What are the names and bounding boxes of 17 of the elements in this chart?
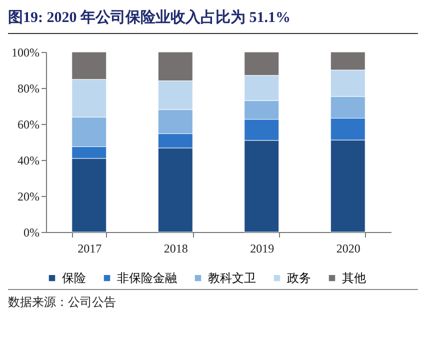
legend-label: 其他	[342, 271, 366, 286]
y-tick-label: 80%	[18, 82, 40, 96]
y-tick-label: 20%	[18, 190, 40, 204]
x-tick-label: 2020	[336, 242, 360, 256]
y-tick-label: 100%	[12, 46, 40, 60]
x-tick-label: 2019	[250, 242, 274, 256]
legend-label: 教科文卫	[208, 271, 256, 286]
y-tick-label: 0%	[24, 226, 40, 240]
source-note: 数据来源：公司公告	[8, 289, 418, 311]
legend-label: 非保险金融	[117, 271, 177, 286]
legend-label: 保险	[62, 271, 86, 286]
chart-title: 图19: 2020 年公司保险业收入占比为 51.1%	[8, 8, 418, 34]
y-tick-label: 40%	[18, 154, 40, 168]
x-tick-label: 2018	[164, 242, 188, 256]
legend-label: 政务	[287, 271, 311, 286]
y-tick-label: 60%	[18, 118, 40, 132]
x-tick-label: 2017	[78, 242, 102, 256]
